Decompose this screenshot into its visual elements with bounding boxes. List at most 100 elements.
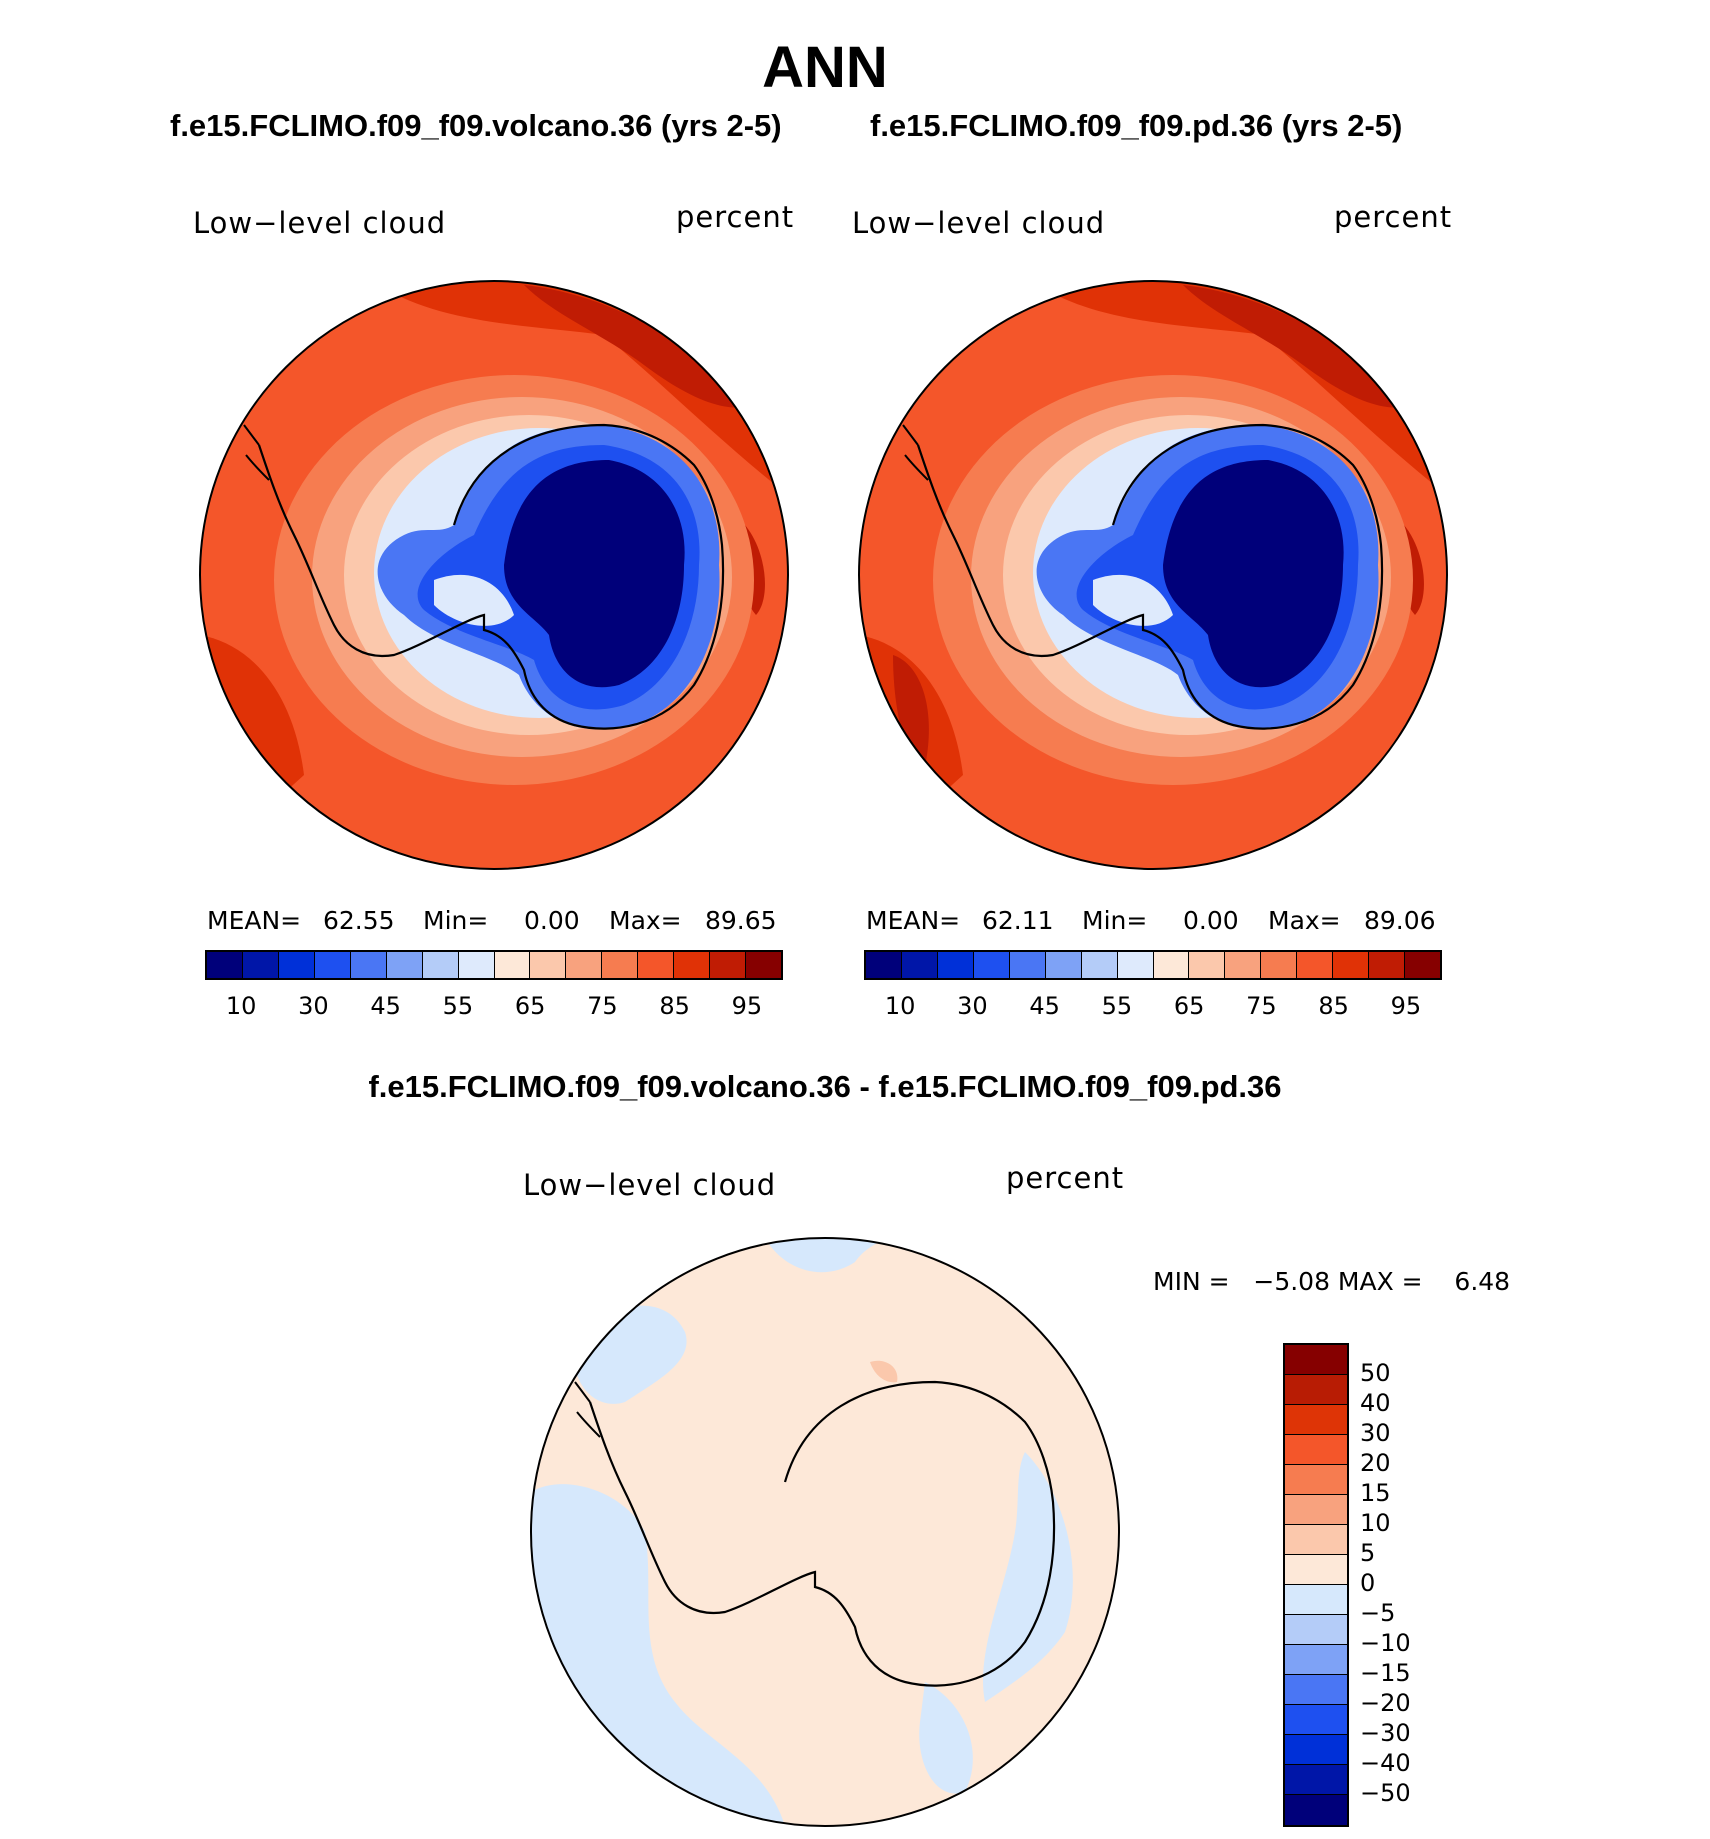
left-colorbar-segment xyxy=(566,952,603,978)
left-colorbar-segment xyxy=(458,952,495,978)
difference-colorbar-tick-label: 10 xyxy=(1360,1509,1391,1537)
antarctic-peninsula-coastline xyxy=(574,1381,601,1438)
right-colorbar-segment xyxy=(1297,952,1334,978)
right-min-label: Min= xyxy=(1082,906,1148,935)
diff-peak-patch xyxy=(870,1360,898,1383)
difference-colorbar-segment xyxy=(1285,1795,1347,1825)
left-colorbar-tick-label: 65 xyxy=(514,992,546,1020)
right-colorbar-tick-label: 95 xyxy=(1390,992,1422,1020)
right-colorbar-segment xyxy=(937,952,974,978)
right-colorbar-segment xyxy=(1189,952,1226,978)
right-colorbar-segment xyxy=(1081,952,1118,978)
diff-negative-region-east xyxy=(982,1452,1073,1702)
left-colorbar-segment xyxy=(746,952,781,978)
left-min-label: Min= xyxy=(423,906,489,935)
difference-colorbar-tick-label: 30 xyxy=(1360,1419,1391,1447)
difference-colorbar-tick-label: 50 xyxy=(1360,1359,1391,1387)
right-colorbar-segment xyxy=(1009,952,1046,978)
antarctica-coastline xyxy=(257,423,725,730)
ice-shelf-patch xyxy=(1093,574,1173,626)
ice-cloud-core xyxy=(504,460,685,688)
difference-colorbar-tick-label: 15 xyxy=(1360,1479,1391,1507)
difference-colorbar-tick-label: −50 xyxy=(1360,1779,1411,1807)
right-mean-value: 62.11 xyxy=(982,906,1054,935)
right-colorbar-tick-label: 75 xyxy=(1246,992,1277,1020)
right-polar-map xyxy=(858,280,1448,870)
difference-colorbar-segment xyxy=(1285,1615,1347,1645)
difference-colorbar-tick-label: −40 xyxy=(1360,1749,1411,1777)
left-colorbar-segment xyxy=(638,952,675,978)
difference-colorbar-tick-label: 40 xyxy=(1360,1389,1391,1417)
ice-shelf-patch xyxy=(434,574,514,626)
left-colorbar-segment xyxy=(530,952,567,978)
difference-polar-map xyxy=(530,1237,1120,1827)
difference-colorbar-tick-label: −20 xyxy=(1360,1689,1411,1717)
ocean-peak-region-west xyxy=(893,655,929,775)
left-colorbar-tick-label: 95 xyxy=(731,992,763,1020)
figure-title: ANN xyxy=(762,35,888,100)
right-panel-variable-label: Low−level cloud xyxy=(852,206,1106,240)
left-colorbar xyxy=(205,950,783,980)
ice-cloud-core xyxy=(1163,460,1344,688)
difference-variable-label: Low−level cloud xyxy=(523,1168,777,1202)
right-colorbar-segment xyxy=(1405,952,1440,978)
left-colorbar-segment xyxy=(422,952,459,978)
difference-range-text: MIN = −5.08 MAX = 6.48 xyxy=(1153,1267,1511,1296)
map-boundary xyxy=(858,280,1448,870)
antarctica-coastline xyxy=(588,1380,1056,1687)
left-colorbar-segment xyxy=(242,952,279,978)
left-panel-units-label: percent xyxy=(676,200,795,234)
right-colorbar-segment xyxy=(1117,952,1154,978)
difference-colorbar-segment xyxy=(1285,1375,1347,1405)
right-colorbar-segment xyxy=(1225,952,1262,978)
antarctic-peninsula-coastline xyxy=(902,424,929,481)
left-colorbar-segment xyxy=(386,952,423,978)
left-min-value: 0.00 xyxy=(524,906,580,935)
difference-colorbar-tick-label: −30 xyxy=(1360,1719,1411,1747)
diff-negative-region-north xyxy=(765,1238,895,1273)
difference-colorbar-tick-label: −10 xyxy=(1360,1629,1411,1657)
left-colorbar-segment xyxy=(350,952,387,978)
right-colorbar-tick-label: 85 xyxy=(1318,992,1349,1020)
ocean-peak-region-north xyxy=(1183,285,1413,408)
right-max-value: 89.06 xyxy=(1364,906,1436,935)
right-colorbar-tick-label: 10 xyxy=(884,992,916,1020)
right-mean-label: MEAN= xyxy=(866,906,961,935)
difference-colorbar-segment xyxy=(1285,1735,1347,1765)
right-colorbar-tick-label: 65 xyxy=(1173,992,1205,1020)
right-colorbar-segment xyxy=(901,952,938,978)
left-colorbar-segment xyxy=(314,952,351,978)
left-colorbar-segment xyxy=(278,952,315,978)
left-colorbar-tick-label: 10 xyxy=(225,992,257,1020)
left-colorbar-segment xyxy=(494,952,531,978)
right-colorbar-segment xyxy=(1153,952,1190,978)
left-colorbar-tick-label: 75 xyxy=(587,992,618,1020)
difference-colorbar-segment xyxy=(1285,1675,1347,1705)
difference-colorbar-segment xyxy=(1285,1645,1347,1675)
difference-colorbar-segment xyxy=(1285,1585,1347,1615)
left-polar-map xyxy=(199,280,789,870)
left-max-value: 89.65 xyxy=(705,906,777,935)
left-colorbar-tick-label: 45 xyxy=(370,992,401,1020)
left-panel-case-title: f.e15.FCLIMO.f09_f09.volcano.36 (yrs 2-5… xyxy=(170,108,782,143)
difference-colorbar-segment xyxy=(1285,1765,1347,1795)
right-colorbar xyxy=(864,950,1442,980)
right-panel-units-label: percent xyxy=(1334,200,1453,234)
difference-colorbar-tick-label: −5 xyxy=(1360,1599,1396,1627)
left-colorbar-tick-label: 55 xyxy=(442,992,474,1020)
right-max-label: Max= xyxy=(1268,906,1341,935)
map-boundary xyxy=(199,280,789,870)
left-colorbar-tick-label: 85 xyxy=(659,992,690,1020)
right-colorbar-tick-label: 30 xyxy=(957,992,988,1020)
left-panel-variable-label: Low−level cloud xyxy=(193,206,447,240)
difference-colorbar-segment xyxy=(1285,1525,1347,1555)
difference-colorbar-segment xyxy=(1285,1435,1347,1465)
left-colorbar-segment xyxy=(710,952,747,978)
left-colorbar-tick-label: 30 xyxy=(298,992,329,1020)
left-max-label: Max= xyxy=(609,906,682,935)
left-mean-label: MEAN= xyxy=(207,906,302,935)
difference-units-label: percent xyxy=(1006,1161,1125,1195)
right-colorbar-segment xyxy=(1045,952,1082,978)
difference-colorbar-tick-label: 5 xyxy=(1360,1539,1376,1567)
difference-colorbar-tick-label: 20 xyxy=(1360,1449,1391,1477)
